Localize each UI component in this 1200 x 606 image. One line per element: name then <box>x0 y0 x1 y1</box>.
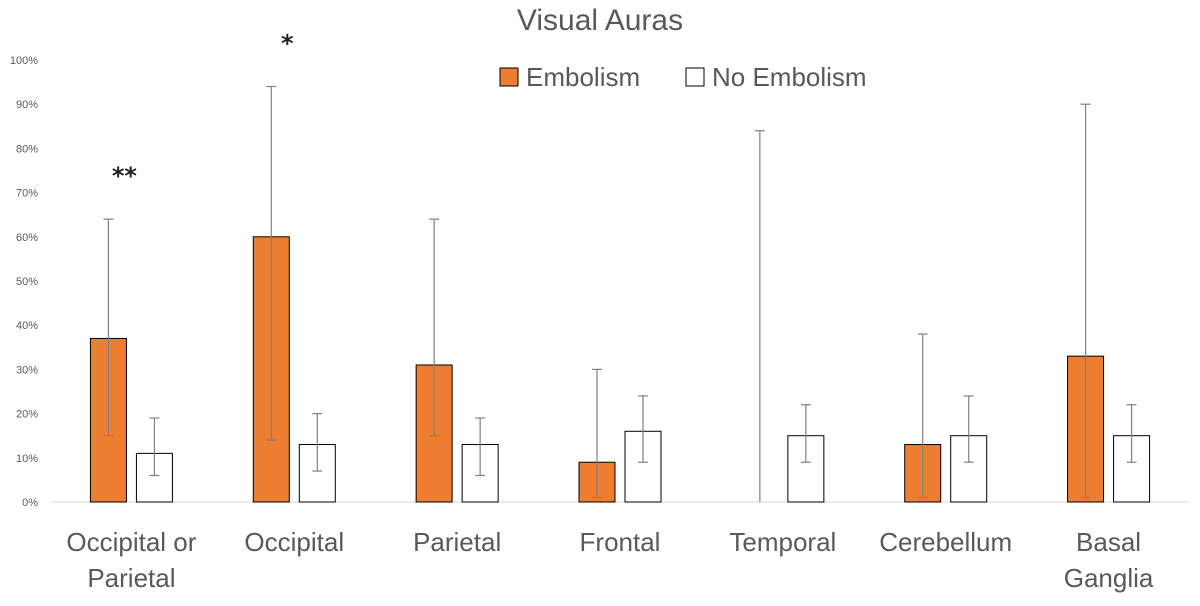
x-tick-label: Cerebellum <box>879 527 1012 557</box>
y-tick-label: 10% <box>16 453 38 465</box>
y-tick-label: 50% <box>16 276 38 288</box>
y-tick-label: 80% <box>16 143 38 155</box>
significance-marker: ** <box>112 162 138 190</box>
y-tick-label: 90% <box>16 99 38 111</box>
error-bar <box>475 417 486 477</box>
legend-label: Embolism <box>526 62 640 92</box>
x-tick-label: Frontal <box>580 527 661 557</box>
significance-annotations: *** <box>112 30 294 191</box>
error-bar <box>429 218 440 437</box>
x-tick-label: Occipital <box>244 527 344 557</box>
error-bar <box>149 417 160 477</box>
x-tick-label: Occipital or Parietal <box>66 527 196 593</box>
y-tick-label: 60% <box>16 232 38 244</box>
y-tick-label: 30% <box>16 364 38 376</box>
y-tick-label: 40% <box>16 320 38 332</box>
error-bar <box>592 368 602 499</box>
y-tick-label: 20% <box>16 409 38 421</box>
x-tick-label: Basal Ganglia <box>1064 527 1154 593</box>
legend-item: No Embolism <box>685 62 867 92</box>
legend: Embolism No Embolism <box>499 62 867 92</box>
x-axis: Occipital or Parietal Occipital Parietal Fro… <box>66 527 1154 593</box>
significance-marker: * <box>281 30 294 58</box>
error-bar <box>963 395 974 463</box>
legend-swatch <box>685 67 705 87</box>
error-bar <box>266 85 277 441</box>
error-bar <box>1080 103 1091 499</box>
error-bar <box>800 404 811 463</box>
legend-swatch <box>499 67 519 87</box>
x-tick-label: Temporal <box>729 527 836 557</box>
y-axis: 0% 10% 20% 30% 40% 50% 60% 70% 80% 90% 100% <box>10 55 38 509</box>
error-bar <box>312 413 323 472</box>
error-bars <box>103 85 1137 502</box>
x-tick-label: Parietal <box>413 527 501 557</box>
error-bar <box>103 218 114 437</box>
error-bar <box>1126 404 1137 463</box>
bars <box>89 236 1151 503</box>
chart-title: Visual Auras <box>517 4 683 37</box>
bar-no-embolism <box>298 444 336 503</box>
error-bar <box>638 395 648 463</box>
y-tick-label: 70% <box>16 188 38 200</box>
error-bar <box>754 130 765 502</box>
legend-item: Embolism <box>499 62 640 92</box>
y-tick-label: 100% <box>10 55 38 67</box>
legend-label: No Embolism <box>712 62 867 92</box>
error-bar <box>917 333 928 499</box>
y-tick-label: 0% <box>22 497 38 509</box>
